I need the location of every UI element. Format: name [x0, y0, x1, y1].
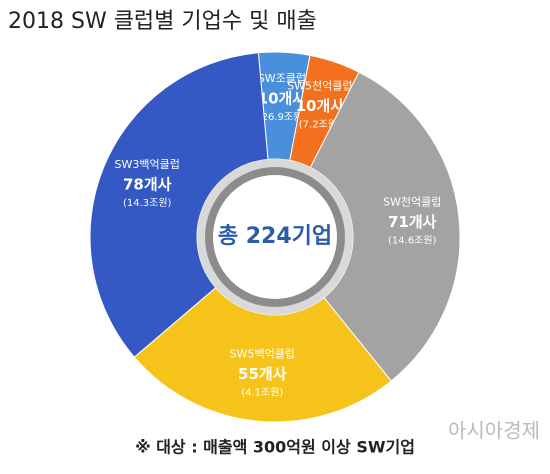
watermark: 아시아경제	[448, 419, 540, 443]
center-disc	[213, 175, 337, 299]
slice-name: SW조클럽	[258, 71, 306, 85]
slice-name: SW3백억클럽	[115, 157, 180, 171]
slice-revenue: (4.1조원)	[241, 386, 283, 398]
note: ※ 대상 : 매출액 300억원 이상 SW기업	[135, 438, 415, 457]
slice-count: 78개사	[123, 175, 172, 193]
slice-name: SW5천억클럽	[287, 78, 352, 92]
slice-revenue: (26.9조원)	[258, 111, 307, 123]
slice-revenue: (14.3조원)	[123, 197, 172, 209]
slice-revenue: (14.6조원)	[388, 235, 437, 247]
center-label: 총 224기업	[218, 224, 332, 249]
chart-title: 2018 SW 클럽별 기업수 및 매출	[8, 9, 317, 34]
slice-count: 55개사	[238, 365, 287, 383]
slice-count: 71개사	[388, 213, 437, 231]
slice-count: 10개사	[296, 97, 345, 115]
slice-count: 10개사	[258, 90, 307, 108]
slice-name: SW5백억클럽	[230, 346, 295, 360]
slice-name: SW천억클럽	[383, 195, 441, 209]
